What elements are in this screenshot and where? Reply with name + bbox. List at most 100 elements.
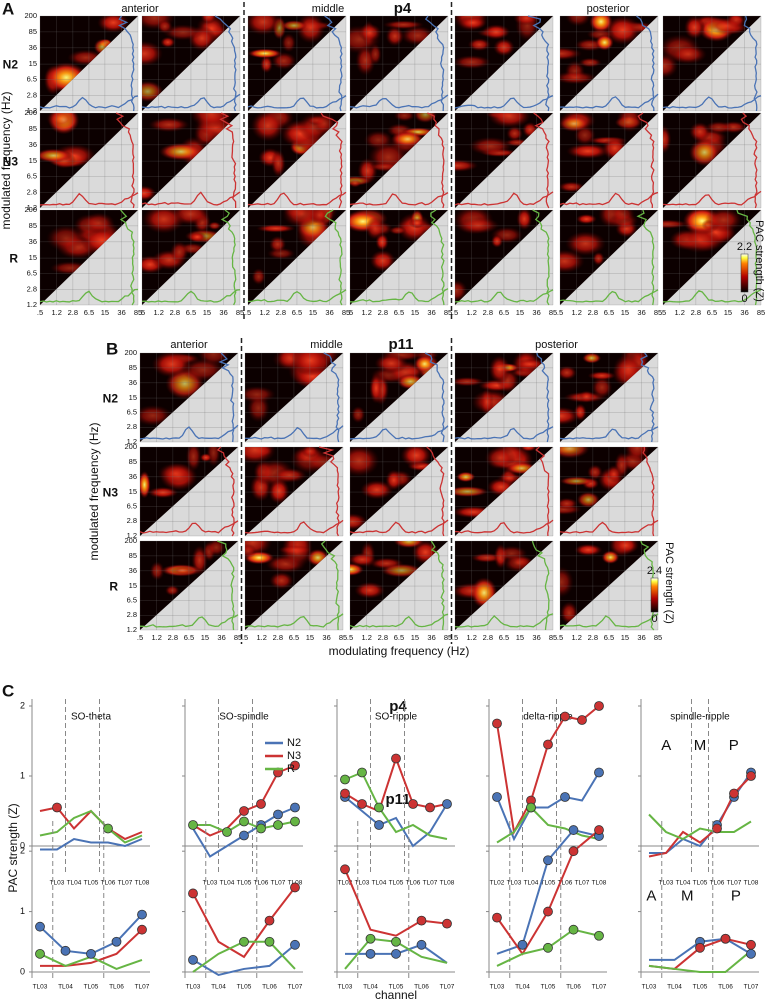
y-tick-label: 15 xyxy=(129,393,137,402)
heatmap xyxy=(142,210,223,274)
x-tick-label: 1.2 xyxy=(674,308,684,317)
x-tick-label: 36 xyxy=(117,308,125,317)
comodulogram xyxy=(139,540,239,631)
profile-curve xyxy=(640,352,655,443)
x-tick-label: .5 xyxy=(139,308,145,317)
heatmap-blob xyxy=(565,16,591,27)
profile-curve xyxy=(454,613,554,628)
x-tick-label: TL04 xyxy=(220,880,235,887)
x-tick-label: 85 xyxy=(757,308,765,317)
diagonal-mask xyxy=(455,541,553,630)
heatmap-blob xyxy=(670,44,707,65)
heatmap-blob xyxy=(560,365,577,380)
profile-curve xyxy=(139,614,239,628)
profile-curve xyxy=(349,425,449,440)
series-line xyxy=(39,913,143,955)
heatmap-blob xyxy=(684,16,706,40)
profile-curve xyxy=(117,15,135,112)
profile-curve xyxy=(115,112,135,209)
heatmap-blob xyxy=(456,471,476,483)
x-tick-label: TL07 xyxy=(135,984,150,991)
x-tick-label: TL05 xyxy=(389,880,404,887)
region-header: posterior xyxy=(535,339,578,351)
comodulogram xyxy=(244,540,344,631)
x-tick-label: TL06 xyxy=(558,880,573,887)
x-tick-label: TL04 xyxy=(363,984,378,991)
diagonal-mask xyxy=(560,16,658,111)
heatmap xyxy=(455,16,540,70)
profile-curve xyxy=(244,519,344,534)
significant-point xyxy=(60,945,71,956)
heatmap-blob xyxy=(484,447,516,470)
profile-curve xyxy=(244,425,344,440)
profile-curve xyxy=(139,520,239,534)
heatmap xyxy=(350,447,435,531)
y-tick-label: 85 xyxy=(29,27,37,36)
x-tick-label: 36 xyxy=(740,308,748,317)
diagonal-mask xyxy=(663,210,761,305)
x-tick-label: TL05 xyxy=(693,984,708,991)
profile-curve xyxy=(559,93,659,109)
x-tick-label: 85 xyxy=(134,308,142,317)
x-tick-label: 1.2 xyxy=(571,633,581,642)
profile-curve xyxy=(320,112,343,209)
diagonal-mask xyxy=(663,113,761,208)
heatmap-blob xyxy=(281,20,307,31)
y-tick-label: 2 xyxy=(20,700,25,710)
x-tick-label: TL08 xyxy=(744,880,759,887)
heatmap-blob xyxy=(560,181,585,193)
x-tick-label: 85 xyxy=(654,308,662,317)
heatmap-blob xyxy=(408,217,426,229)
colorbar-label: PAC strength (Z) xyxy=(753,220,765,302)
profile-curve xyxy=(662,190,762,206)
significant-point xyxy=(543,942,553,953)
significant-point xyxy=(35,948,45,959)
profile-curve xyxy=(662,288,762,303)
x-tick-label: .5 xyxy=(557,308,563,317)
significant-point xyxy=(568,924,579,935)
profile-curve xyxy=(736,209,758,306)
x-tick-label: 1.2 xyxy=(51,308,61,317)
x-tick-label: 6.5 xyxy=(604,633,614,642)
heatmap-blob xyxy=(663,219,689,229)
heatmap xyxy=(663,120,748,167)
y-tick-label: 36 xyxy=(29,237,37,246)
significant-point xyxy=(492,718,502,729)
diagonal-mask xyxy=(560,210,658,305)
y-tick-label: 6.5 xyxy=(27,172,37,181)
heatmap-blob xyxy=(560,476,594,486)
x-tick-label: 6.5 xyxy=(394,633,404,642)
x-tick-label: TL05 xyxy=(693,880,708,887)
x-tick-label: TL07 xyxy=(575,880,590,887)
profile-curve xyxy=(454,426,554,440)
y-tick-label: 36 xyxy=(29,140,37,149)
x-tick-label: TL07 xyxy=(727,880,742,887)
heatmap-blob xyxy=(413,354,436,373)
heatmap-blob xyxy=(354,581,386,599)
x-tick-label: 1.2 xyxy=(571,308,581,317)
profile-curve xyxy=(424,352,445,443)
significant-point xyxy=(239,936,249,947)
heatmap-blob xyxy=(142,185,157,201)
heatmap xyxy=(663,210,743,254)
diagonal-mask xyxy=(140,353,238,442)
heatmap-blob xyxy=(140,404,173,427)
x-tick-label: 15 xyxy=(203,308,211,317)
profile-curve xyxy=(636,15,655,112)
heatmap-blob xyxy=(582,353,602,364)
heatmap-blob xyxy=(560,71,597,85)
significant-point xyxy=(103,823,113,834)
x-tick-label: 15 xyxy=(306,633,314,642)
x-tick-label: 6.5 xyxy=(394,308,404,317)
heatmap-blob xyxy=(40,148,73,163)
y-tick-label: 36 xyxy=(129,472,137,481)
x-tick-label: 36 xyxy=(532,308,540,317)
heatmap xyxy=(149,541,226,596)
significant-point xyxy=(290,816,300,827)
heatmap-blob xyxy=(506,125,524,142)
heatmap-blob xyxy=(296,16,326,44)
diagonal-mask xyxy=(40,16,138,111)
heatmap-blob xyxy=(609,210,636,224)
x-tick-label: 36 xyxy=(427,633,435,642)
profile-curve xyxy=(533,112,550,209)
